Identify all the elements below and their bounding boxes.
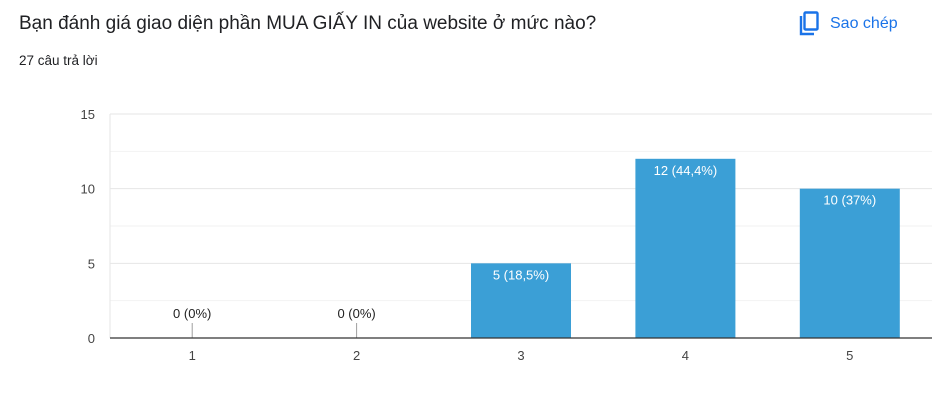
y-tick-label: 10 — [81, 182, 95, 197]
y-tick-label: 0 — [88, 331, 95, 346]
x-tick-label: 1 — [189, 348, 196, 363]
x-tick-label: 2 — [353, 348, 360, 363]
question-title: Bạn đánh giá giao diện phần MUA GIẤY IN … — [19, 13, 597, 34]
bar — [635, 158, 736, 338]
copy-button-label: Sao chép — [830, 15, 898, 32]
copy-button[interactable]: Sao chép — [798, 8, 898, 40]
data-label: 0 (0%) — [173, 306, 211, 321]
copy-icon — [798, 11, 820, 37]
x-tick-label: 5 — [846, 348, 853, 363]
x-tick-label: 4 — [682, 348, 689, 363]
bar — [799, 188, 900, 338]
bar — [471, 263, 571, 338]
y-tick-label: 5 — [88, 256, 95, 271]
y-tick-label: 15 — [81, 107, 95, 122]
x-tick-label: 3 — [517, 348, 524, 363]
data-label: 0 (0%) — [337, 306, 375, 321]
data-label: 5 (18,5%) — [493, 267, 549, 282]
data-label: 12 (44,4%) — [654, 163, 718, 178]
response-count: 27 câu trả lời — [19, 53, 98, 68]
data-label: 10 (37%) — [823, 193, 876, 208]
